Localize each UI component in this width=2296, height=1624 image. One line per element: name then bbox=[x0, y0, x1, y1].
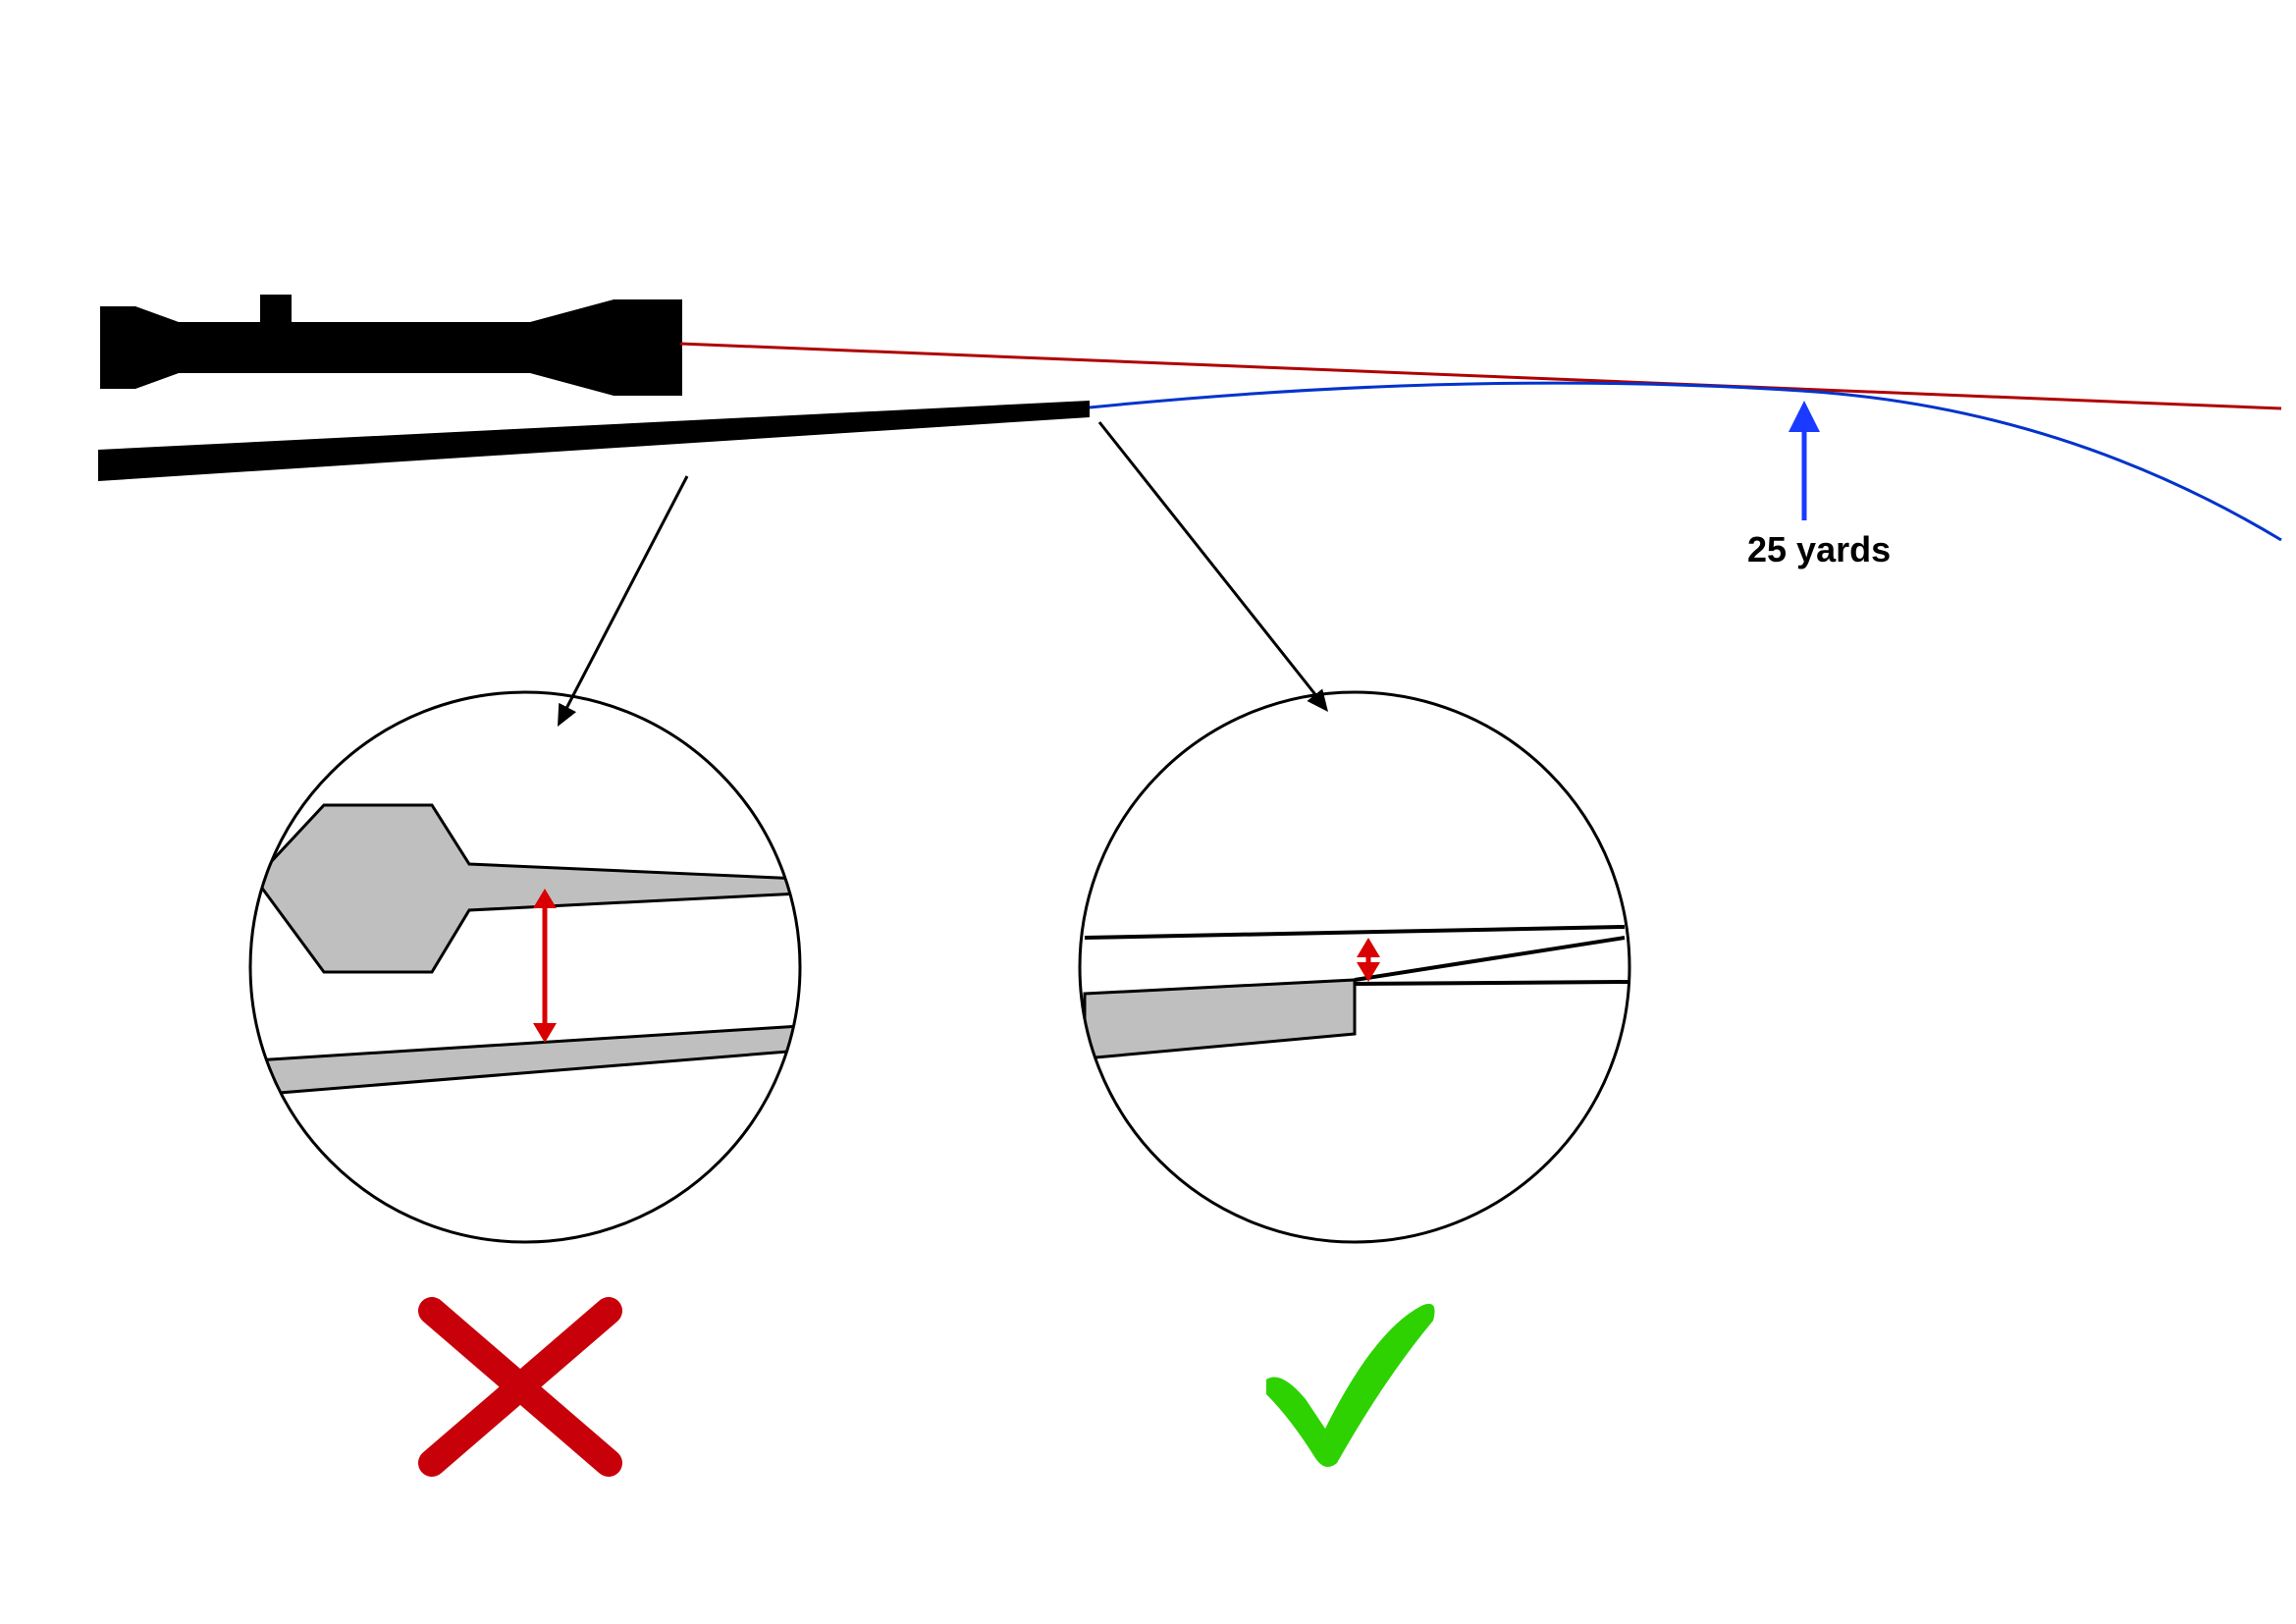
scope-turret bbox=[260, 295, 292, 324]
trajectory-diagram: 25 yards bbox=[0, 0, 2296, 1624]
scope-tube bbox=[128, 322, 579, 373]
inset-right-scope-bot bbox=[1355, 982, 1629, 984]
zero-distance-label: 25 yards bbox=[1747, 529, 1891, 569]
scope-eyepiece bbox=[100, 306, 179, 389]
